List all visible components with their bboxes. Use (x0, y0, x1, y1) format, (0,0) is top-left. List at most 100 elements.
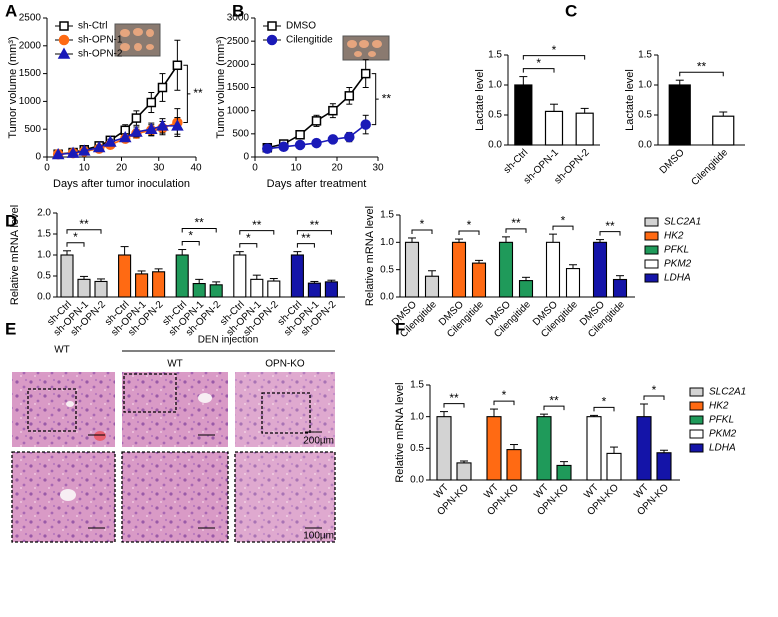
significance-bracket (181, 228, 217, 233)
y-tick-label: 0 (35, 152, 41, 163)
legend-label: PFKL (709, 415, 734, 426)
legend-label: DMSO (286, 21, 316, 32)
point (77, 144, 91, 156)
bar (209, 284, 223, 298)
group-label: DEN injection (198, 335, 259, 346)
y-axis-label: Tumor volume (mm³) (7, 36, 19, 138)
significance-label: ** (193, 86, 203, 100)
bar (575, 112, 594, 146)
significance-bracket (458, 230, 480, 236)
legend-label: LDHA (709, 443, 736, 454)
bar (118, 254, 132, 298)
significance-bracket (296, 230, 332, 235)
significance-label: * (602, 395, 607, 409)
y-tick-label: 1000 (227, 105, 250, 116)
y-tick-label: 1.5 (380, 210, 394, 221)
significance-label: ** (252, 218, 262, 232)
significance-bracket (505, 228, 527, 233)
point (172, 60, 183, 71)
bar (307, 282, 321, 298)
bar (451, 241, 467, 298)
significance-label: * (188, 229, 193, 243)
significance-label: * (652, 383, 657, 397)
y-axis-label: Relative mRNA level (364, 206, 376, 306)
bar (486, 416, 502, 481)
inset-tumors (347, 40, 382, 57)
panel-label: D (5, 211, 17, 230)
significance-bracket (411, 229, 433, 234)
bar (135, 273, 149, 298)
panel-label: C (565, 1, 577, 20)
bar (712, 115, 735, 146)
y-tick-label: 1.5 (488, 50, 502, 61)
y-tick-label: 0.0 (488, 140, 502, 151)
bar (514, 84, 533, 146)
point (171, 119, 184, 131)
point (92, 141, 106, 153)
significance-label: ** (549, 393, 559, 407)
bar (175, 254, 189, 298)
bar (250, 278, 264, 298)
panel-label: E (5, 319, 16, 338)
significance-bracket (552, 225, 574, 231)
significance-bracket (522, 55, 586, 60)
legend-label: sh-Ctrl (78, 21, 107, 32)
point (51, 147, 65, 160)
point (146, 97, 157, 108)
bar (456, 462, 472, 481)
inset-photo (342, 35, 390, 61)
scale-bar-label: 200µm (303, 436, 334, 447)
y-axis-label: Relative mRNA level (394, 382, 406, 482)
bar (544, 110, 564, 146)
y-tick-label: 2500 (19, 13, 42, 24)
y-tick-label: 1.0 (37, 250, 51, 261)
y-tick-label: 2000 (227, 59, 250, 70)
significance-bracket (522, 68, 555, 73)
point (104, 135, 117, 147)
significance-bracket (239, 230, 275, 235)
x-tick-label: 40 (190, 163, 202, 174)
y-tick-label: 2500 (227, 36, 250, 47)
bar (586, 416, 602, 481)
bar (152, 271, 166, 298)
y-tick-label: 1.5 (410, 380, 424, 391)
significance-label: ** (310, 218, 320, 232)
bar (267, 280, 281, 298)
significance-label: ** (605, 219, 615, 233)
bar (592, 241, 608, 298)
legend-marker (57, 47, 71, 59)
scale-bar-label: 100µm (303, 531, 334, 542)
legend-label: HK2 (709, 401, 729, 412)
y-tick-label: 1000 (19, 96, 42, 107)
significance-label: * (561, 213, 566, 227)
bar (545, 241, 561, 298)
significance-bracket (183, 64, 191, 124)
bar (565, 268, 581, 298)
significance-bracket (181, 241, 200, 246)
significance-label: ** (511, 216, 521, 230)
y-tick-label: 0.0 (380, 292, 394, 303)
y-tick-label: 2.0 (37, 208, 51, 219)
x-tick-label: sh-Ctrl (502, 147, 531, 176)
point (327, 134, 339, 145)
y-tick-label: 0.0 (638, 140, 652, 151)
bar (424, 275, 440, 298)
significance-label: * (536, 56, 541, 70)
bar (94, 280, 108, 298)
legend-swatch (644, 273, 659, 283)
legend-marker (267, 21, 277, 31)
significance-label: ** (449, 391, 459, 405)
significance-bracket (239, 243, 258, 248)
significance-label: * (420, 217, 425, 231)
legend-label: SLC2A1 (664, 217, 701, 228)
bar (290, 254, 304, 298)
legend-swatch (689, 415, 704, 425)
x-tick-label: 10 (79, 163, 91, 174)
y-tick-label: 0.5 (488, 110, 502, 121)
bar (612, 278, 628, 298)
y-axis-label: Lactate level (474, 69, 486, 131)
y-tick-label: 1.0 (380, 237, 394, 248)
x-tick-label: 10 (290, 163, 302, 174)
bar (60, 254, 74, 298)
significance-bracket (443, 403, 465, 408)
